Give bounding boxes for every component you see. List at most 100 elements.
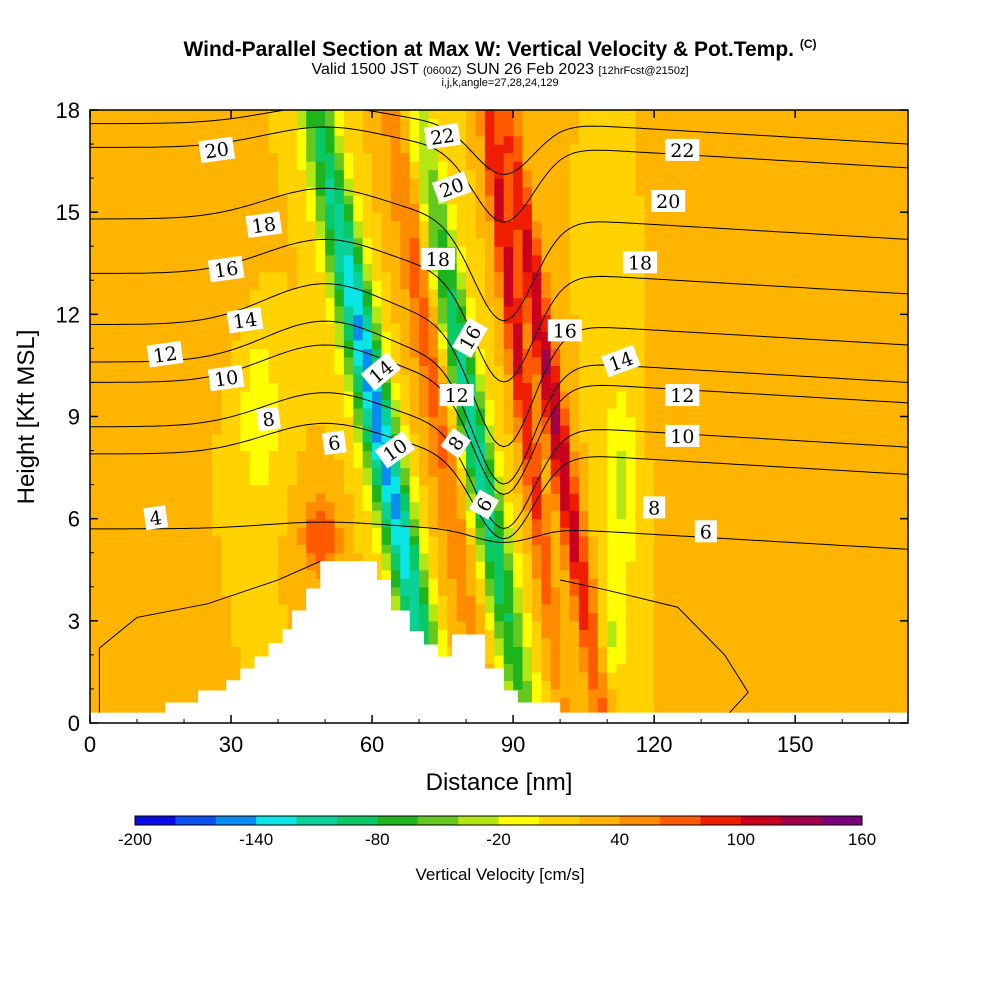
w-cell [682, 586, 693, 596]
w-cell [400, 603, 411, 613]
w-cell [541, 544, 552, 554]
w-cell [701, 322, 712, 332]
w-cell [381, 425, 392, 435]
w-cell [437, 425, 448, 435]
w-cell [625, 144, 636, 154]
w-cell [353, 212, 364, 222]
w-cell [193, 314, 204, 324]
w-cell [682, 467, 693, 477]
w-cell [90, 697, 101, 707]
w-cell [719, 595, 730, 605]
w-cell [278, 586, 289, 596]
w-cell [296, 544, 307, 554]
w-cell [466, 578, 477, 588]
w-cell [578, 254, 589, 264]
w-cell [597, 118, 608, 128]
w-cell [296, 271, 307, 281]
w-cell [475, 433, 486, 443]
w-cell [296, 442, 307, 452]
w-cell [719, 203, 730, 213]
w-cell [362, 203, 373, 213]
w-cell [184, 688, 195, 699]
w-cell [268, 382, 279, 392]
w-cell [268, 203, 279, 213]
w-cell [390, 501, 401, 511]
w-cell [334, 195, 345, 205]
w-cell [588, 561, 599, 571]
w-cell [296, 254, 307, 264]
w-cell [522, 569, 533, 579]
w-cell [231, 569, 242, 579]
w-cell [99, 263, 110, 273]
w-cell [719, 365, 730, 375]
w-cell [231, 578, 242, 588]
w-cell [315, 305, 326, 315]
w-cell [719, 518, 730, 528]
w-cell [372, 186, 383, 196]
w-cell [137, 348, 148, 358]
w-cell [287, 561, 298, 571]
w-cell [616, 305, 627, 315]
w-cell [99, 467, 110, 477]
w-cell [597, 263, 608, 273]
w-cell [475, 450, 486, 460]
w-cell [118, 186, 129, 196]
w-cell [325, 493, 336, 503]
w-cell [174, 178, 185, 188]
w-cell [306, 288, 317, 298]
w-cell [654, 425, 665, 435]
w-cell [475, 229, 486, 239]
w-cell [99, 399, 110, 409]
w-cell [625, 620, 636, 630]
w-cell [719, 297, 730, 307]
w-cell [296, 476, 307, 486]
w-cell [663, 680, 674, 690]
w-cell [268, 561, 279, 571]
w-cell [654, 646, 665, 656]
w-cell [531, 322, 542, 332]
w-cell [456, 271, 467, 281]
w-cell [588, 433, 599, 443]
w-cell [475, 271, 486, 281]
w-cell [202, 535, 213, 545]
w-cell [137, 288, 148, 298]
w-cell [240, 544, 251, 554]
w-cell [682, 654, 693, 665]
w-cell [597, 671, 608, 682]
w-cell [287, 501, 298, 511]
w-cell [541, 629, 552, 639]
w-cell [372, 246, 383, 256]
w-cell [99, 476, 110, 486]
w-cell [466, 629, 477, 639]
w-cell [268, 425, 279, 435]
w-cell [108, 544, 119, 554]
w-cell [691, 620, 702, 630]
w-cell [654, 161, 665, 171]
w-cell [466, 612, 477, 622]
w-cell [522, 169, 533, 179]
w-cell [635, 144, 646, 154]
w-cell [588, 620, 599, 630]
w-cell [118, 510, 129, 520]
w-cell [240, 476, 251, 486]
w-cell [607, 212, 618, 222]
w-cell [701, 705, 712, 713]
w-cell [372, 220, 383, 230]
w-cell [682, 578, 693, 588]
w-cell [343, 442, 354, 452]
w-cell [691, 229, 702, 239]
w-cell [560, 161, 571, 171]
w-cell [400, 544, 411, 554]
w-cell [353, 169, 364, 179]
w-cell [644, 110, 655, 120]
w-cell [578, 697, 589, 707]
w-cell [231, 169, 242, 179]
w-cell [193, 339, 204, 349]
w-cell [259, 186, 270, 196]
w-cell [249, 603, 260, 613]
w-cell [597, 561, 608, 571]
w-cell [635, 373, 646, 384]
w-cell [635, 433, 646, 443]
w-cell [447, 322, 458, 332]
w-cell [437, 544, 448, 554]
